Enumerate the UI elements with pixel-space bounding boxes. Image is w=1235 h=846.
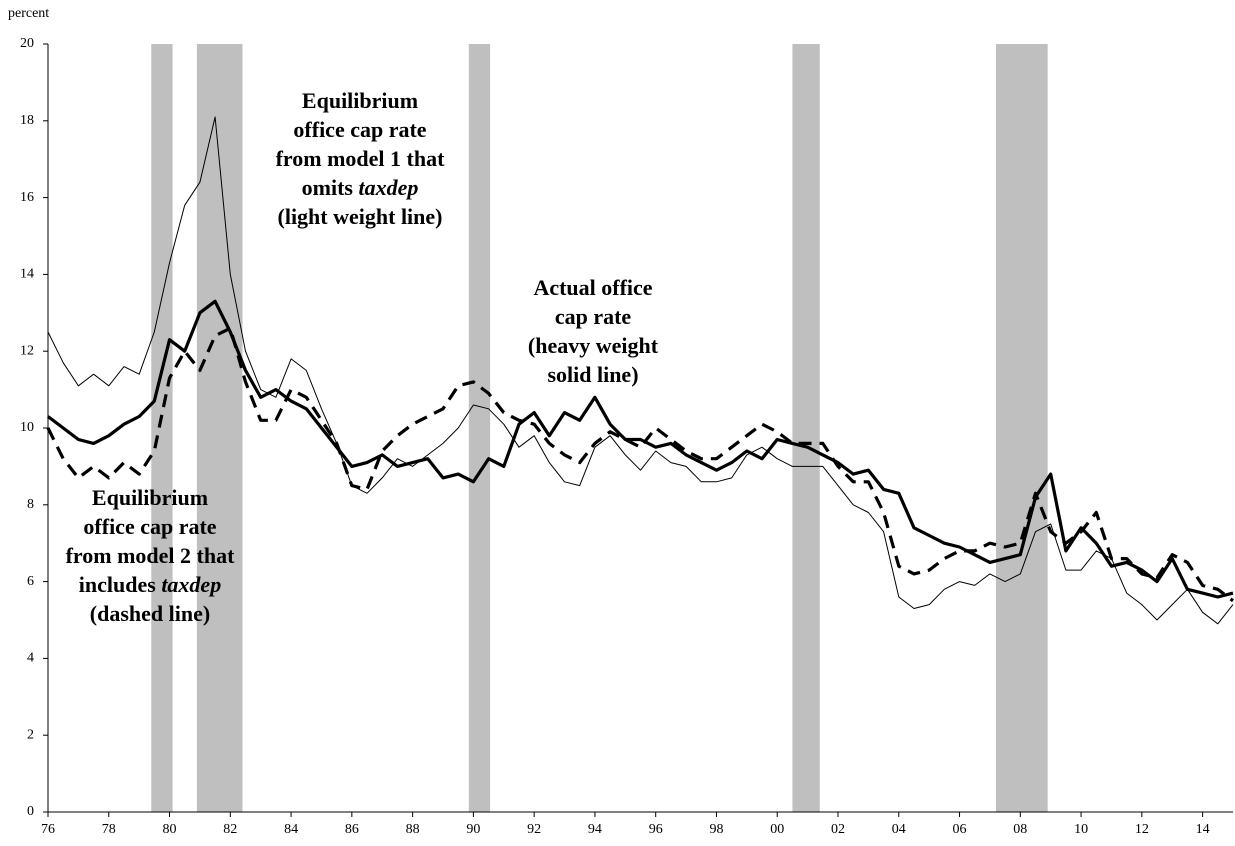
x-tick-label: 78 (102, 822, 116, 837)
series-line (47, 116, 1234, 625)
annotation: (heavy weight (528, 333, 659, 358)
y-tick-label: 2 (27, 727, 34, 742)
x-tick-label: 02 (831, 822, 845, 837)
y-tick-label: 18 (20, 113, 34, 128)
series-line (46, 326, 1234, 603)
recession-band (996, 44, 1048, 812)
x-tick-label: 80 (163, 822, 177, 837)
x-tick-label: 96 (649, 822, 663, 837)
x-tick-label: 94 (588, 822, 602, 837)
annotation: Actual office (533, 275, 652, 300)
x-tick-label: 04 (892, 822, 906, 837)
annotation: (dashed line) (90, 601, 210, 626)
annotation: omits taxdep (302, 175, 419, 200)
y-tick-label: 12 (20, 343, 34, 358)
annotation: from model 2 that (66, 543, 236, 568)
annotation-part: includes (79, 572, 162, 597)
recession-band (792, 44, 820, 812)
annotation-part: omits (302, 175, 359, 200)
x-tick-label: 06 (953, 822, 967, 837)
y-tick-label: 0 (27, 804, 34, 819)
x-tick-label: 86 (345, 822, 359, 837)
x-tick-label: 76 (41, 822, 55, 837)
annotation: from model 1 that (276, 146, 446, 171)
annotation: includes taxdep (79, 572, 221, 597)
y-tick-label: 16 (20, 190, 34, 205)
x-tick-label: 82 (223, 822, 237, 837)
x-tick-label: 14 (1196, 822, 1210, 837)
annotation-part: taxdep (161, 572, 221, 597)
x-tick-label: 88 (406, 822, 420, 837)
x-tick-label: 08 (1013, 822, 1027, 837)
x-tick-label: 98 (709, 822, 723, 837)
annotation: office cap rate (293, 117, 426, 142)
annotation-part: taxdep (358, 175, 418, 200)
annotation: Equilibrium (302, 88, 418, 113)
recession-band (151, 44, 173, 812)
y-axis-label: percent (8, 6, 49, 21)
recession-band (468, 44, 491, 812)
y-tick-label: 8 (27, 497, 34, 512)
y-tick-label: 4 (27, 651, 34, 666)
x-tick-label: 10 (1074, 822, 1088, 837)
x-tick-label: 12 (1135, 822, 1149, 837)
y-tick-label: 6 (27, 574, 34, 589)
recession-band (196, 44, 243, 812)
y-tick-label: 14 (20, 267, 34, 282)
y-tick-label: 20 (20, 36, 34, 51)
annotation: Equilibrium (92, 485, 208, 510)
annotation: cap rate (555, 304, 632, 329)
annotation: office cap rate (83, 514, 216, 539)
annotation: (light weight line) (278, 204, 443, 229)
x-tick-label: 90 (466, 822, 480, 837)
x-tick-label: 84 (284, 822, 298, 837)
x-tick-label: 92 (527, 822, 541, 837)
annotation: solid line) (547, 362, 638, 387)
x-tick-label: 00 (770, 822, 784, 837)
y-tick-label: 10 (20, 420, 34, 435)
